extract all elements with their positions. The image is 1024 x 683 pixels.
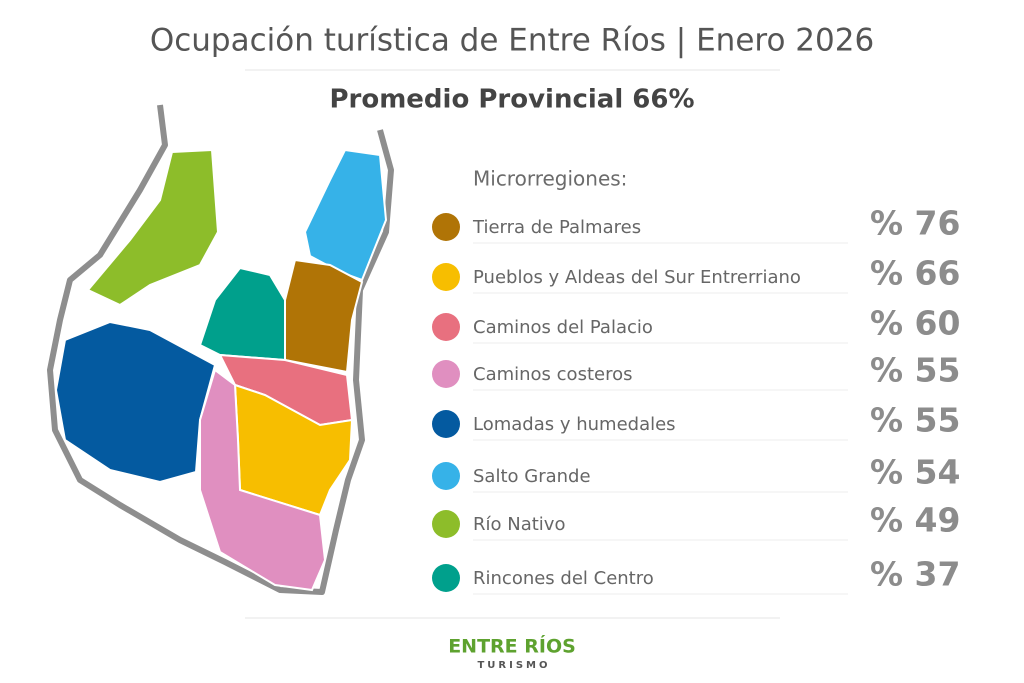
region xyxy=(86,148,220,307)
legend-value: % 49 xyxy=(870,501,960,540)
title: Ocupación turística de Entre Ríos | Ener… xyxy=(150,23,874,59)
legend-name: Tierra de Palmares xyxy=(472,217,641,238)
region xyxy=(199,368,327,592)
legend-value: % 66 xyxy=(870,254,960,293)
legend-swatch xyxy=(432,360,460,388)
legend-value: % 37 xyxy=(870,555,960,594)
legend-value: % 76 xyxy=(870,204,960,243)
legend-value: % 60 xyxy=(870,304,960,343)
legend-name: Rincones del Centro xyxy=(473,568,654,589)
legend-value: % 55 xyxy=(870,401,960,440)
region xyxy=(284,258,364,374)
legend-swatch xyxy=(432,564,460,592)
subtitle: Promedio Provincial 66% xyxy=(329,85,694,115)
legend-name: Caminos del Palacio xyxy=(473,317,653,338)
legend-name: Río Nativo xyxy=(473,514,565,535)
region xyxy=(198,266,286,362)
tagline: TURISMO xyxy=(477,660,550,671)
legend-swatch xyxy=(432,263,460,291)
legend-value: % 55 xyxy=(870,351,960,390)
map xyxy=(47,104,394,595)
province-outline xyxy=(47,104,394,595)
legend-swatch xyxy=(432,313,460,341)
legend-swatch xyxy=(432,510,460,538)
legend-swatch xyxy=(432,410,460,438)
region xyxy=(54,320,217,484)
legend-name: Pueblos y Aldeas del Sur Entrerriano xyxy=(473,267,801,288)
brand: ENTRE RÍOS xyxy=(448,635,576,658)
legend-name: Lomadas y humedales xyxy=(473,414,676,435)
legend-swatch xyxy=(432,213,460,241)
legend-heading: Microrregiones: xyxy=(473,167,627,191)
legend-name: Salto Grande xyxy=(473,466,591,487)
legend-value: % 54 xyxy=(870,453,960,492)
legend-name: Caminos costeros xyxy=(473,364,632,385)
legend-swatch xyxy=(432,462,460,490)
legend: Tierra de Palmares % 76 Pueblos y Aldeas d… xyxy=(432,204,960,595)
